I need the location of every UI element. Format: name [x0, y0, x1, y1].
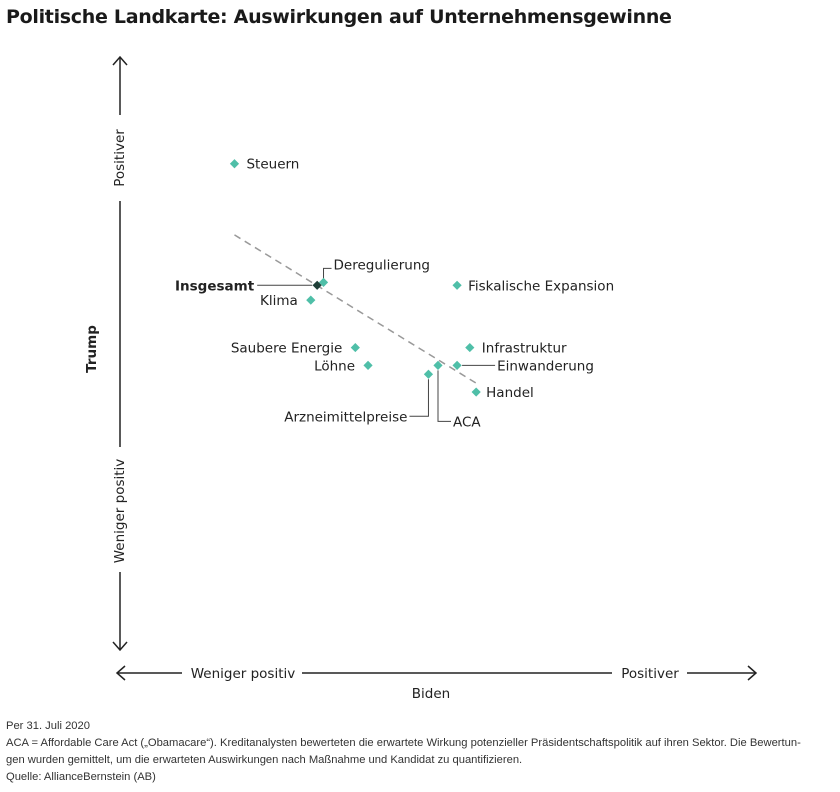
- footnotes: Per 31. Juli 2020 ACA = Affordable Care …: [6, 718, 836, 786]
- leader-arzneimittelpreise: [409, 379, 429, 417]
- point-label-infrastruktur: Infrastruktur: [482, 341, 567, 357]
- x-arrow-left-icon: [115, 665, 126, 681]
- chart-title: Politische Landkarte: Auswirkungen auf U…: [6, 6, 672, 28]
- point-label-einwanderung: Einwanderung: [497, 358, 594, 374]
- plot-layer: Steuern Deregulierung Fiskalische Expansio…: [175, 157, 614, 431]
- point-label-handel: Handel: [486, 385, 534, 401]
- note-date: Per 31. Juli 2020: [6, 720, 90, 732]
- point-insgesamt: [312, 280, 322, 290]
- y-axis-high-label: Positiver: [112, 129, 128, 187]
- point-label-fiskalische-expansion: Fiskalische Expansion: [468, 278, 614, 294]
- point-label-klima: Klima: [260, 293, 298, 309]
- leader-aca: [437, 370, 451, 422]
- point-label-deregulierung: Deregulierung: [334, 257, 430, 273]
- point-arzneimittelpreise: [423, 369, 434, 379]
- y-axis-low-label: Weniger positiv: [112, 459, 128, 564]
- point-handel: [471, 387, 481, 397]
- point-label-steuern: Steuern: [246, 157, 299, 173]
- y-axis-title: Trump: [84, 325, 100, 373]
- point-loehne: [363, 360, 373, 370]
- point-label-aca: ACA: [453, 414, 481, 430]
- point-steuern: [229, 159, 240, 169]
- y-arrow-down-icon: [112, 641, 128, 652]
- point-label-arzneimittelpreise: Arzneimittelpreise: [284, 409, 407, 425]
- point-klima: [306, 295, 316, 305]
- note-source: Quelle: AllianceBernstein (AB): [6, 771, 156, 783]
- y-arrow-up-icon: [112, 55, 128, 66]
- x-axis-title: Biden: [412, 686, 450, 702]
- note-line-1: ACA = Affordable Care Act („Obamacare“).…: [6, 737, 801, 749]
- point-einwanderung: [452, 360, 462, 370]
- point-saubere-energie: [350, 342, 360, 353]
- point-label-loehne: Löhne: [314, 358, 355, 374]
- point-aca: [433, 360, 443, 370]
- leader-deregulierung: [323, 267, 332, 281]
- point-fiskalische-expansion: [452, 280, 462, 290]
- point-label-saubere-energie: Saubere Energie: [231, 341, 342, 357]
- x-arrow-right-icon: [747, 665, 758, 681]
- y-axis: Positiver Weniger positiv Trump: [84, 55, 128, 652]
- point-label-insgesamt: Insgesamt: [175, 278, 255, 294]
- x-axis: Weniger positiv Positiver Biden: [115, 665, 758, 702]
- x-axis-low-label: Weniger positiv: [191, 666, 296, 682]
- note-line-2: gen wurden gemittelt, um die erwarteten …: [6, 754, 523, 766]
- point-infrastruktur: [465, 342, 475, 353]
- point-deregulierung: [318, 277, 329, 287]
- x-axis-high-label: Positiver: [621, 666, 679, 682]
- chart-area: Positiver Weniger positiv Trump Weniger …: [84, 55, 758, 702]
